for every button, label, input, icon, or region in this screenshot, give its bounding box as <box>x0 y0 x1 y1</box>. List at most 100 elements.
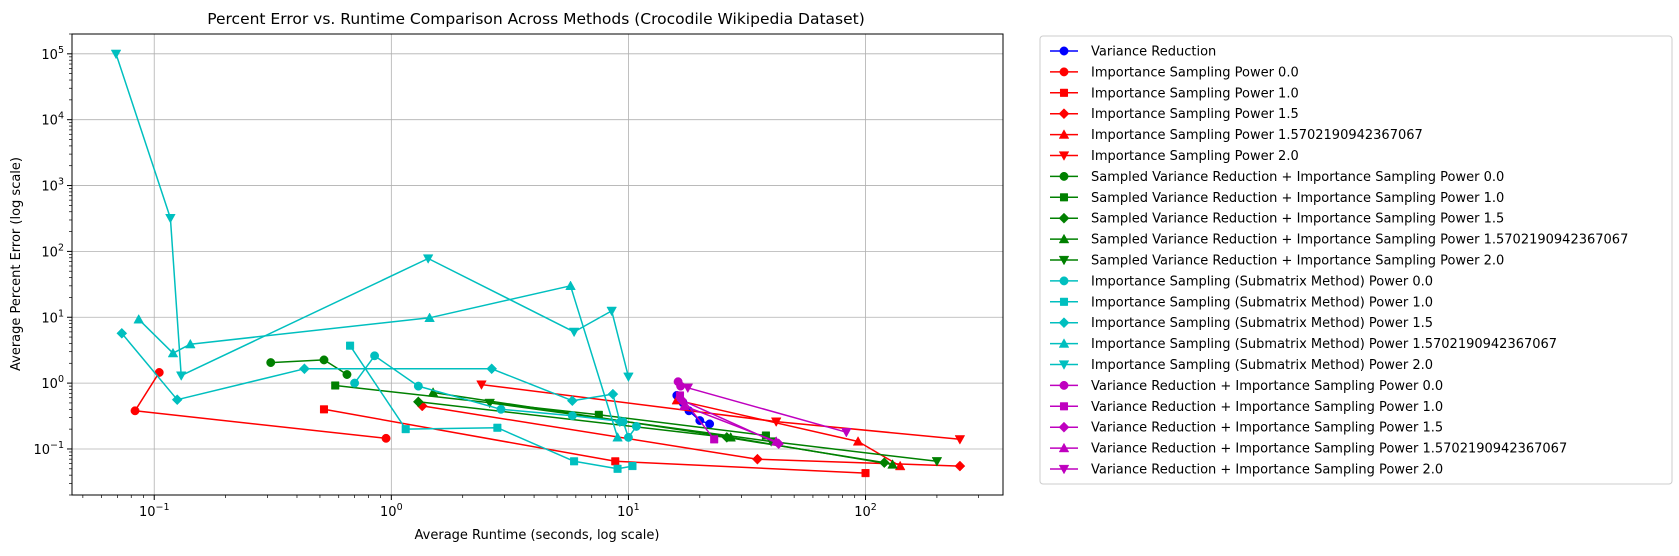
legend-label: Sampled Variance Reduction + Importance … <box>1091 233 1628 248</box>
data-point <box>331 381 340 390</box>
axis-ticks: 10−1 100 101 102 10−1 100 101 102 103 104 105 <box>33 33 980 520</box>
legend-label: Variance Reduction + Importance Sampling… <box>1091 421 1443 436</box>
series-group <box>673 377 686 391</box>
legend-marker <box>1059 276 1069 286</box>
legend-marker <box>1058 108 1070 120</box>
x-tick-label: 10−1 <box>139 502 170 520</box>
data-point <box>299 363 310 375</box>
legend-item: Sampled Variance Reduction + Importance … <box>1050 254 1504 269</box>
legend-item: Variance Reduction <box>1050 45 1216 60</box>
data-point <box>710 435 719 444</box>
data-point <box>887 459 898 469</box>
legend-item: Importance Sampling (Submatrix Method) P… <box>1050 295 1433 310</box>
data-point <box>412 396 424 408</box>
legend-item: Importance Sampling Power 1.5 <box>1050 107 1299 122</box>
data-point <box>623 372 634 383</box>
series-group <box>319 405 870 478</box>
series-group <box>679 400 782 446</box>
series-group <box>110 49 634 383</box>
legend-marker <box>1058 212 1070 224</box>
legend-marker <box>1059 171 1069 181</box>
data-point <box>679 400 690 411</box>
y-tick-label: 101 <box>41 308 64 326</box>
legend-item: Importance Sampling Power 1.0 <box>1050 86 1299 101</box>
data-point <box>682 383 694 394</box>
series-group <box>266 355 352 379</box>
legend-label: Variance Reduction + Importance Sampling… <box>1091 400 1443 415</box>
legend-marker <box>1059 88 1069 97</box>
data-point <box>346 341 355 350</box>
series-line <box>138 285 619 438</box>
data-point <box>770 436 782 446</box>
data-point <box>954 460 966 472</box>
y-tick-label: 104 <box>41 111 64 129</box>
legend-item: Sampled Variance Reduction + Importance … <box>1050 191 1504 206</box>
data-point <box>401 425 410 434</box>
data-point <box>266 358 276 368</box>
data-point <box>676 381 686 391</box>
series-group <box>130 368 391 443</box>
legend-label: Variance Reduction + Importance Sampling… <box>1091 463 1443 478</box>
legend-label: Sampled Variance Reduction + Importance … <box>1091 254 1504 269</box>
data-point <box>476 380 487 390</box>
data-point <box>606 306 617 317</box>
data-point <box>568 327 580 338</box>
legend-label: Importance Sampling (Submatrix Method) P… <box>1091 337 1557 352</box>
series-group <box>682 383 852 438</box>
data-point <box>614 416 626 428</box>
legend-item: Importance Sampling (Submatrix Method) P… <box>1050 316 1433 331</box>
legend-marker <box>1058 151 1070 161</box>
y-tick-label: 105 <box>41 45 64 63</box>
series-group <box>133 280 623 442</box>
legend-box <box>1039 35 1673 485</box>
legend-label: Importance Sampling Power 1.5 <box>1091 107 1299 122</box>
legend-item: Importance Sampling (Submatrix Method) P… <box>1050 358 1433 373</box>
legend-label: Variance Reduction <box>1091 45 1216 60</box>
legend-label: Sampled Variance Reduction + Importance … <box>1091 170 1504 185</box>
legend-item: Sampled Variance Reduction + Importance … <box>1050 233 1628 248</box>
series-group <box>427 387 898 469</box>
legend-item: Variance Reduction + Importance Sampling… <box>1050 400 1443 415</box>
legend-marker <box>1059 193 1069 202</box>
data-point <box>370 351 380 361</box>
data-point <box>623 432 633 442</box>
series-line <box>432 391 893 466</box>
data-point <box>486 363 498 375</box>
y-tick-label: 103 <box>41 177 64 195</box>
legend-marker <box>1059 402 1069 411</box>
series-line <box>684 405 777 443</box>
y-tick-label: 102 <box>41 242 64 260</box>
legend-item: Variance Reduction + Importance Sampling… <box>1050 442 1567 457</box>
y-tick-label: 100 <box>41 374 64 392</box>
data-point <box>496 404 506 414</box>
data-point <box>852 436 864 446</box>
data-point <box>631 421 641 431</box>
data-point <box>427 387 439 397</box>
legend-label: Importance Sampling Power 2.0 <box>1091 149 1299 164</box>
data-point <box>861 469 870 478</box>
data-point <box>770 417 782 427</box>
data-point <box>422 254 434 264</box>
series-group <box>116 327 626 428</box>
legend-marker <box>1058 129 1070 139</box>
legend-item: Variance Reduction + Importance Sampling… <box>1050 379 1443 394</box>
legend-item: Importance Sampling Power 1.570219094236… <box>1050 128 1423 143</box>
data-point <box>565 280 576 290</box>
data-point <box>381 433 391 443</box>
data-point <box>319 355 329 365</box>
data-point <box>607 388 619 400</box>
series-line <box>115 53 630 377</box>
legend-label: Variance Reduction + Importance Sampling… <box>1091 379 1443 394</box>
data-point <box>116 327 128 339</box>
legend-item: Importance Sampling Power 0.0 <box>1050 65 1299 80</box>
legend-label: Importance Sampling (Submatrix Method) P… <box>1091 358 1433 373</box>
data-point <box>185 338 196 349</box>
data-point <box>484 398 495 409</box>
data-point <box>611 457 620 466</box>
data-point <box>133 313 144 324</box>
data-point <box>171 394 183 406</box>
legend-marker <box>1059 67 1069 77</box>
data-point <box>424 312 435 322</box>
series-group <box>476 380 966 445</box>
